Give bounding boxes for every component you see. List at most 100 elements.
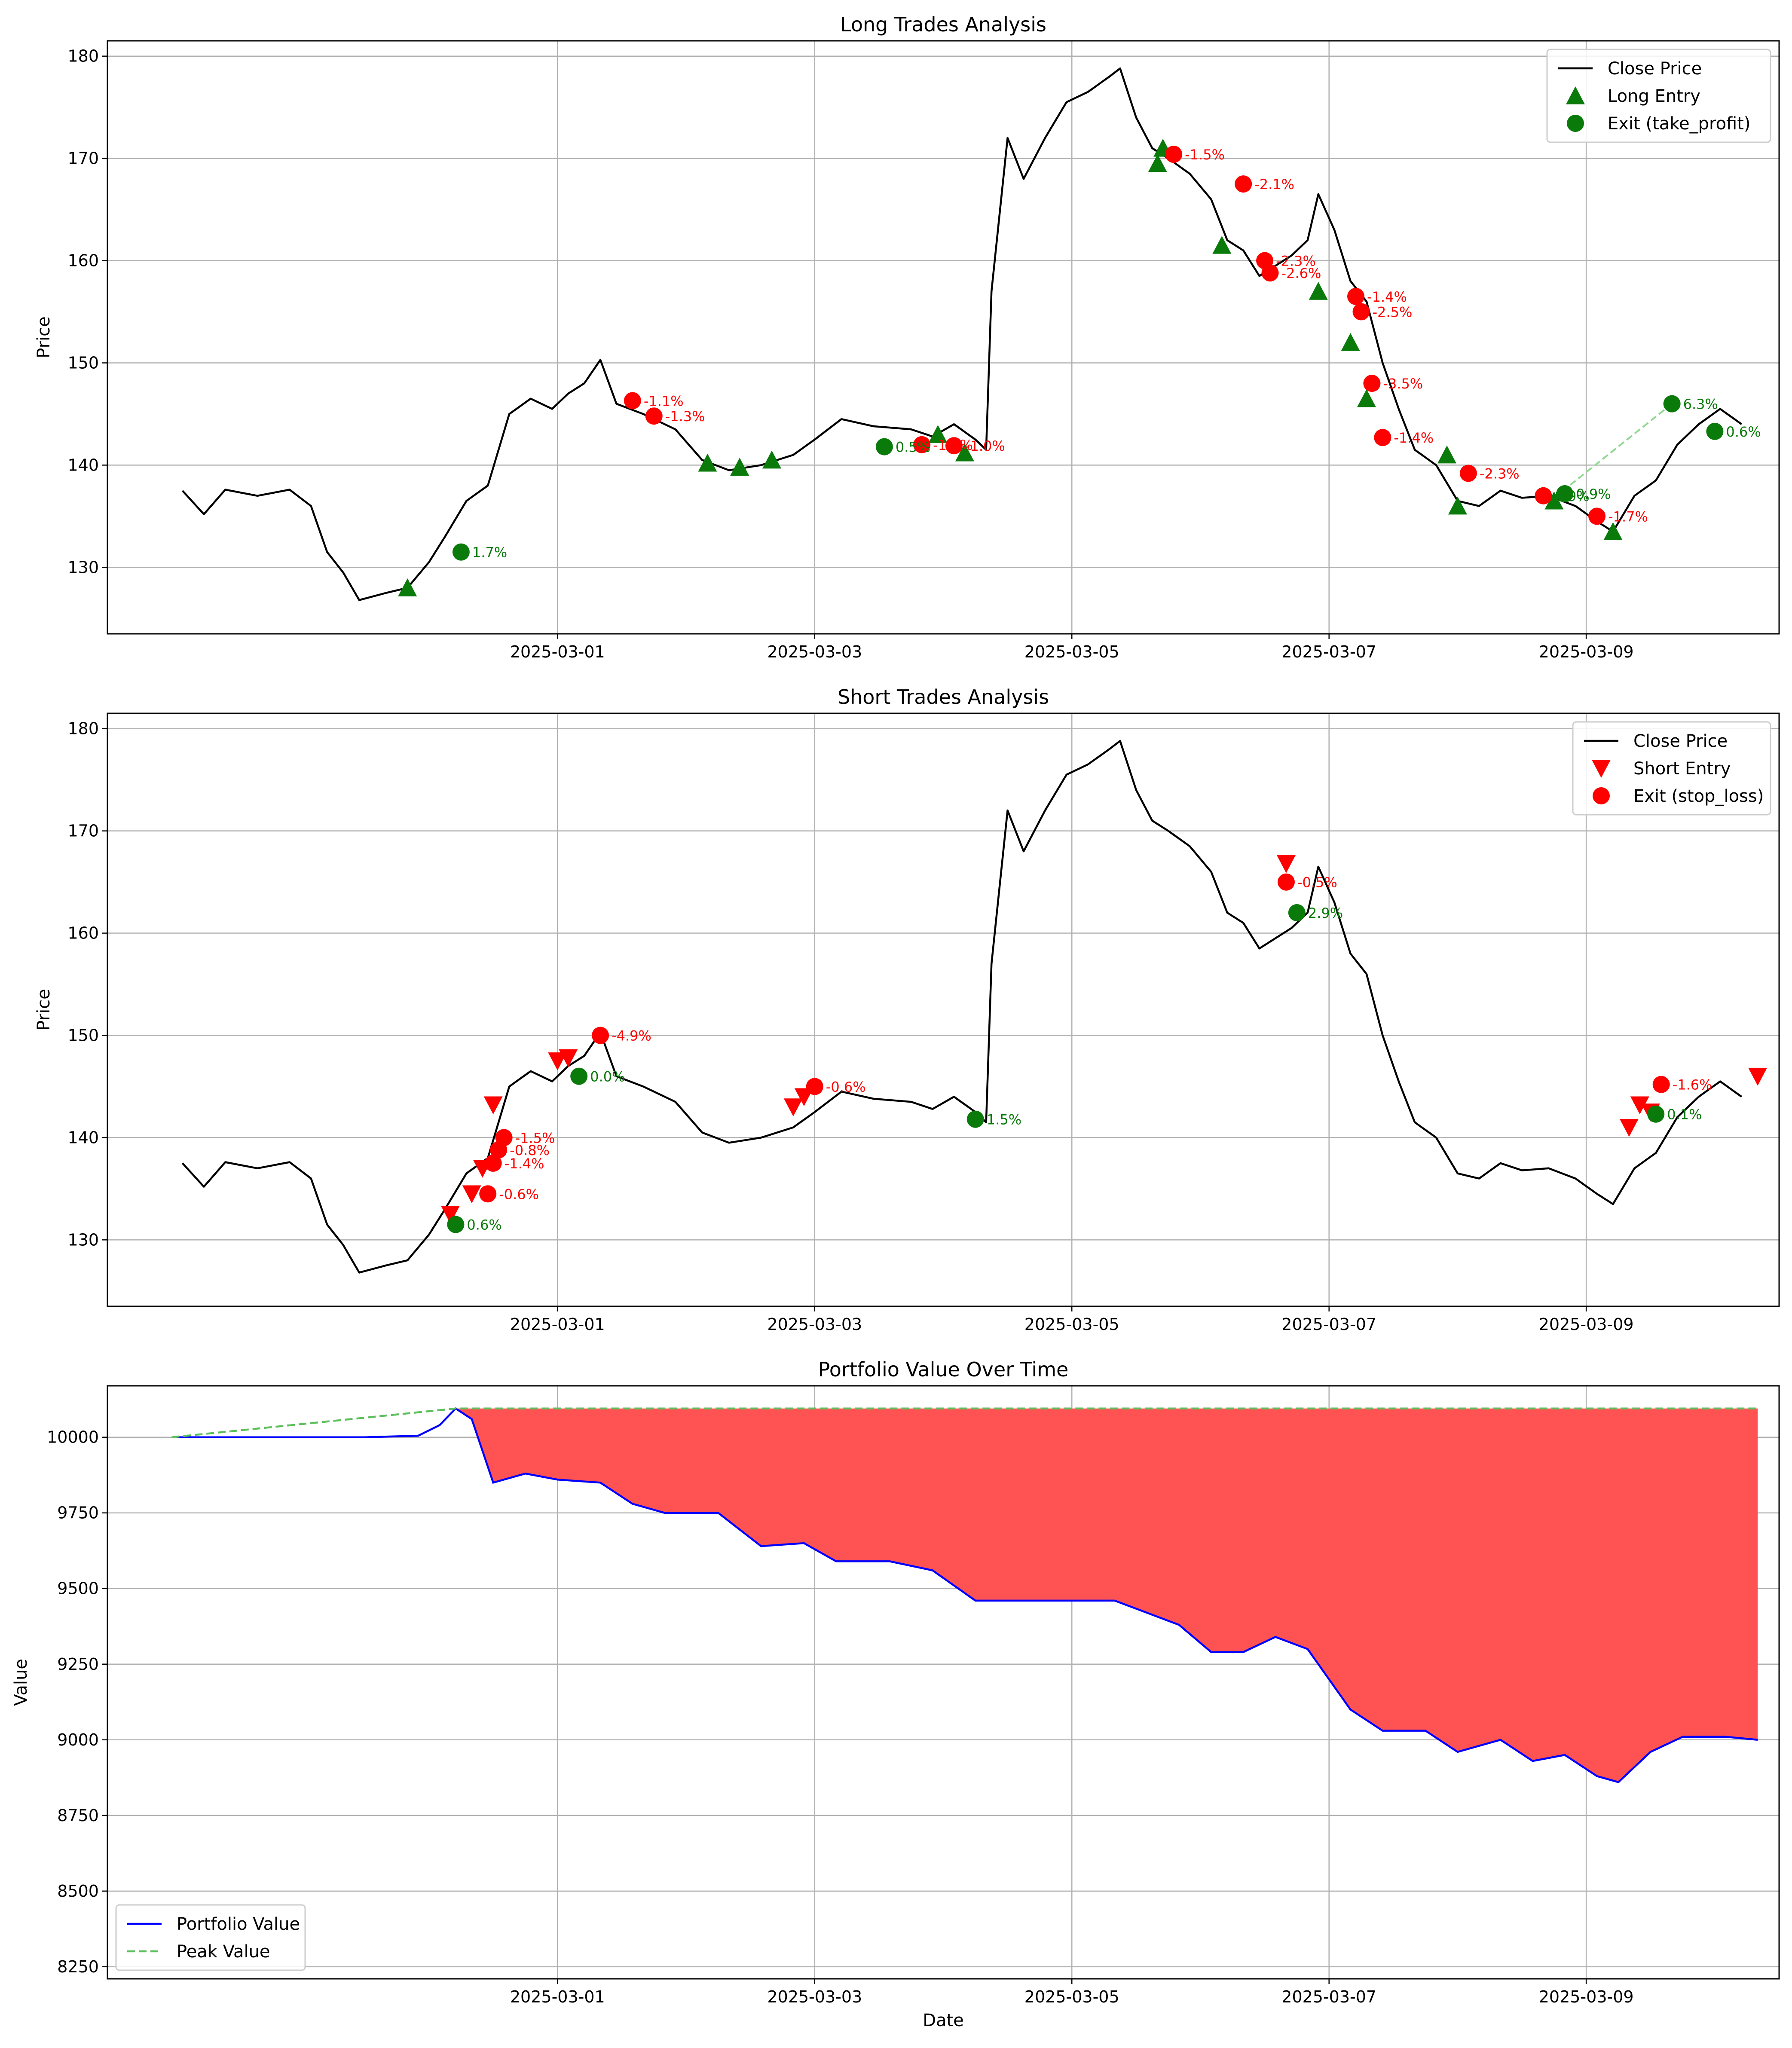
y-tick-label: 140	[67, 1128, 99, 1147]
trade-return-label: 0.5%	[896, 439, 930, 455]
y-axis-label: Value	[11, 1659, 31, 1706]
exit-marker-loss	[1535, 487, 1552, 504]
long-entry-marker	[1341, 333, 1360, 351]
exit-marker-loss	[484, 1154, 502, 1172]
long-entry-marker	[1148, 154, 1167, 172]
long-entry-marker	[398, 578, 417, 596]
x-tick-label: 2025-03-07	[1281, 642, 1376, 661]
legend-swatch-entry	[1566, 86, 1585, 104]
x-tick-label: 2025-03-05	[1024, 1987, 1119, 2006]
y-tick-label: 9750	[57, 1504, 99, 1522]
legend-label: Exit (stop_loss)	[1633, 786, 1764, 806]
x-tick-label: 2025-03-09	[1539, 642, 1634, 661]
x-axis-label: Date	[923, 2011, 964, 2030]
y-tick-label: 160	[67, 924, 99, 943]
trade-return-label: -1.1%	[644, 393, 684, 410]
portfolio-value-line	[171, 1407, 1758, 1783]
short-entry-marker	[783, 1098, 803, 1117]
trade-return-label: 6.3%	[1683, 396, 1718, 413]
exit-marker-loss	[645, 407, 663, 425]
trade-return-label: 0.6%	[467, 1217, 502, 1233]
exit-marker-loss	[1277, 873, 1295, 891]
y-tick-label: 10000	[47, 1428, 99, 1447]
exit-marker-loss	[1347, 287, 1365, 305]
trade-link-line	[1553, 403, 1673, 499]
chart-title: Short Trades Analysis	[838, 685, 1049, 709]
exit-marker-loss	[479, 1185, 497, 1203]
trade-return-label: -4.9%	[612, 1027, 651, 1044]
long-entry-marker	[928, 425, 948, 443]
trade-return-label: -1.3%	[665, 408, 705, 425]
legend-box	[1546, 49, 1771, 143]
close-price-line	[181, 740, 1743, 1274]
legend-label: Long Entry	[1608, 86, 1700, 106]
trade-return-label: -2.6%	[1281, 265, 1321, 281]
exit-marker-loss	[1235, 175, 1252, 193]
legend-label: Close Price	[1633, 731, 1728, 751]
exit-marker-loss	[1652, 1076, 1670, 1093]
trade-return-label: -2.1%	[1254, 176, 1294, 193]
panel-3: 2025-03-01 2025-03-03 2025-03-05 2025-03-07…	[11, 1358, 1780, 2030]
axes-frame	[107, 40, 1780, 635]
y-tick-label: 150	[67, 353, 99, 372]
long-entry-marker	[955, 443, 974, 462]
trade-return-label: 1.7%	[472, 544, 507, 561]
y-tick-label: 150	[67, 1026, 99, 1045]
exit-marker-loss	[1459, 465, 1477, 482]
panel-2: 2025-03-01 2025-03-03 2025-03-05 2025-03-07…	[34, 685, 1780, 1334]
exit-marker-profit	[447, 1216, 465, 1233]
trade-return-label: -2.5%	[1373, 304, 1413, 321]
short-entry-marker	[794, 1088, 813, 1107]
long-entry-marker	[1357, 389, 1376, 407]
y-tick-label: 180	[67, 47, 99, 66]
trade-return-label: -1.1%	[933, 437, 973, 453]
trade-return-label: -1.4%	[1367, 289, 1407, 305]
exit-marker-profit	[1556, 485, 1574, 503]
trade-return-label: -3.5%	[1383, 376, 1423, 392]
x-tick-label: 2025-03-01	[510, 1987, 605, 2006]
legend-label: Short Entry	[1633, 759, 1731, 779]
short-entry-marker	[1619, 1119, 1639, 1137]
x-tick-label: 2025-03-07	[1281, 1987, 1376, 2006]
x-tick-label: 2025-03-07	[1281, 1315, 1376, 1334]
y-tick-label: 8500	[57, 1882, 99, 1901]
x-tick-label: 2025-03-03	[767, 1987, 862, 2006]
exit-marker-loss	[1374, 429, 1391, 446]
y-tick-label: 130	[67, 1230, 99, 1249]
long-entry-marker	[762, 450, 782, 469]
trade-return-label: -1.4%	[1394, 430, 1434, 446]
exit-marker-profit	[1288, 904, 1306, 921]
x-tick-label: 2025-03-01	[510, 1315, 605, 1334]
chart-title: Long Trades Analysis	[840, 13, 1046, 36]
exit-marker-profit	[966, 1110, 984, 1128]
y-axis-label: Price	[34, 989, 54, 1031]
long-entry-marker	[1544, 491, 1564, 510]
close-price-line	[181, 67, 1743, 601]
exit-marker-loss	[1352, 303, 1370, 321]
y-tick-label: 170	[67, 149, 99, 168]
x-tick-label: 2025-03-09	[1539, 1315, 1634, 1334]
exit-marker-loss	[1363, 375, 1381, 392]
trade-return-label: -1.5%	[1185, 147, 1225, 163]
plot-area	[171, 1407, 1758, 1783]
short-entry-marker	[462, 1185, 481, 1204]
legend-box	[115, 1904, 306, 1971]
y-tick-label: 9250	[57, 1655, 99, 1674]
trade-return-label: -1.4%	[505, 1155, 544, 1172]
short-entry-marker	[1630, 1096, 1649, 1115]
exit-marker-loss	[1261, 264, 1279, 282]
trade-return-label: 0.6%	[1726, 424, 1761, 440]
panel-1: 2025-03-01 2025-03-03 2025-03-05 2025-03-07…	[34, 13, 1780, 661]
peak-value-line	[171, 1407, 1758, 1438]
exit-marker-loss	[495, 1129, 513, 1146]
trade-return-label: -0.6%	[499, 1186, 539, 1202]
short-entry-marker	[440, 1206, 460, 1224]
exit-marker-loss	[1165, 146, 1183, 163]
trade-return-label: 0.1%	[1667, 1107, 1702, 1123]
trade-return-label: 2.9%	[1308, 905, 1343, 921]
long-entry-marker	[1437, 445, 1456, 464]
trade-return-label: -1.5%	[515, 1130, 555, 1146]
long-entry-marker	[730, 458, 749, 476]
exit-marker-profit	[1706, 422, 1724, 440]
